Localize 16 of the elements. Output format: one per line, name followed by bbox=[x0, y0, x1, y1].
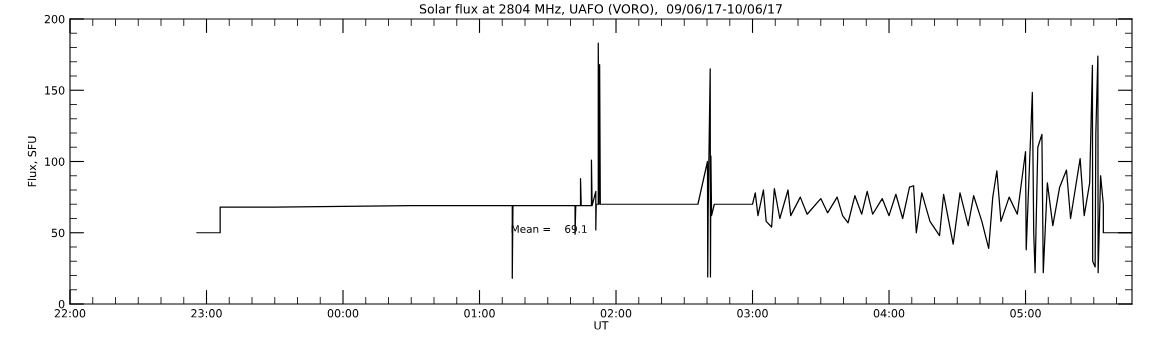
x-tick-label: 00:00 bbox=[327, 309, 359, 318]
chart-title: Solar flux at 2804 MHz, UAFO (VORO), 09/06/17-10/06/17 bbox=[419, 3, 782, 16]
y-tick-label: 50 bbox=[51, 228, 65, 238]
y-tick-label: 0 bbox=[58, 299, 65, 309]
y-tick-label: 150 bbox=[45, 86, 65, 95]
x-tick-label: 23:00 bbox=[191, 309, 222, 318]
x-tick-label: 01:00 bbox=[464, 309, 495, 318]
x-tick-label: 05:00 bbox=[1010, 309, 1041, 318]
x-tick-label: 22:00 bbox=[54, 309, 86, 318]
y-tick-label: 100 bbox=[45, 157, 65, 166]
x-axis-title: UT bbox=[594, 321, 609, 330]
x-tick-label: 02:00 bbox=[600, 309, 632, 318]
x-tick-label: 04:00 bbox=[873, 309, 905, 318]
y-axis-title: Flux, SFU bbox=[27, 136, 38, 187]
y-tick-label: 200 bbox=[44, 14, 65, 24]
x-tick-label: 03:00 bbox=[737, 309, 768, 318]
